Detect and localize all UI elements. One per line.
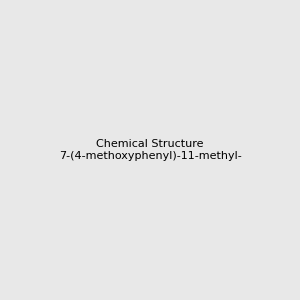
Text: Chemical Structure
7-(4-methoxyphenyl)-11-methyl-: Chemical Structure 7-(4-methoxyphenyl)-1… xyxy=(58,139,242,161)
